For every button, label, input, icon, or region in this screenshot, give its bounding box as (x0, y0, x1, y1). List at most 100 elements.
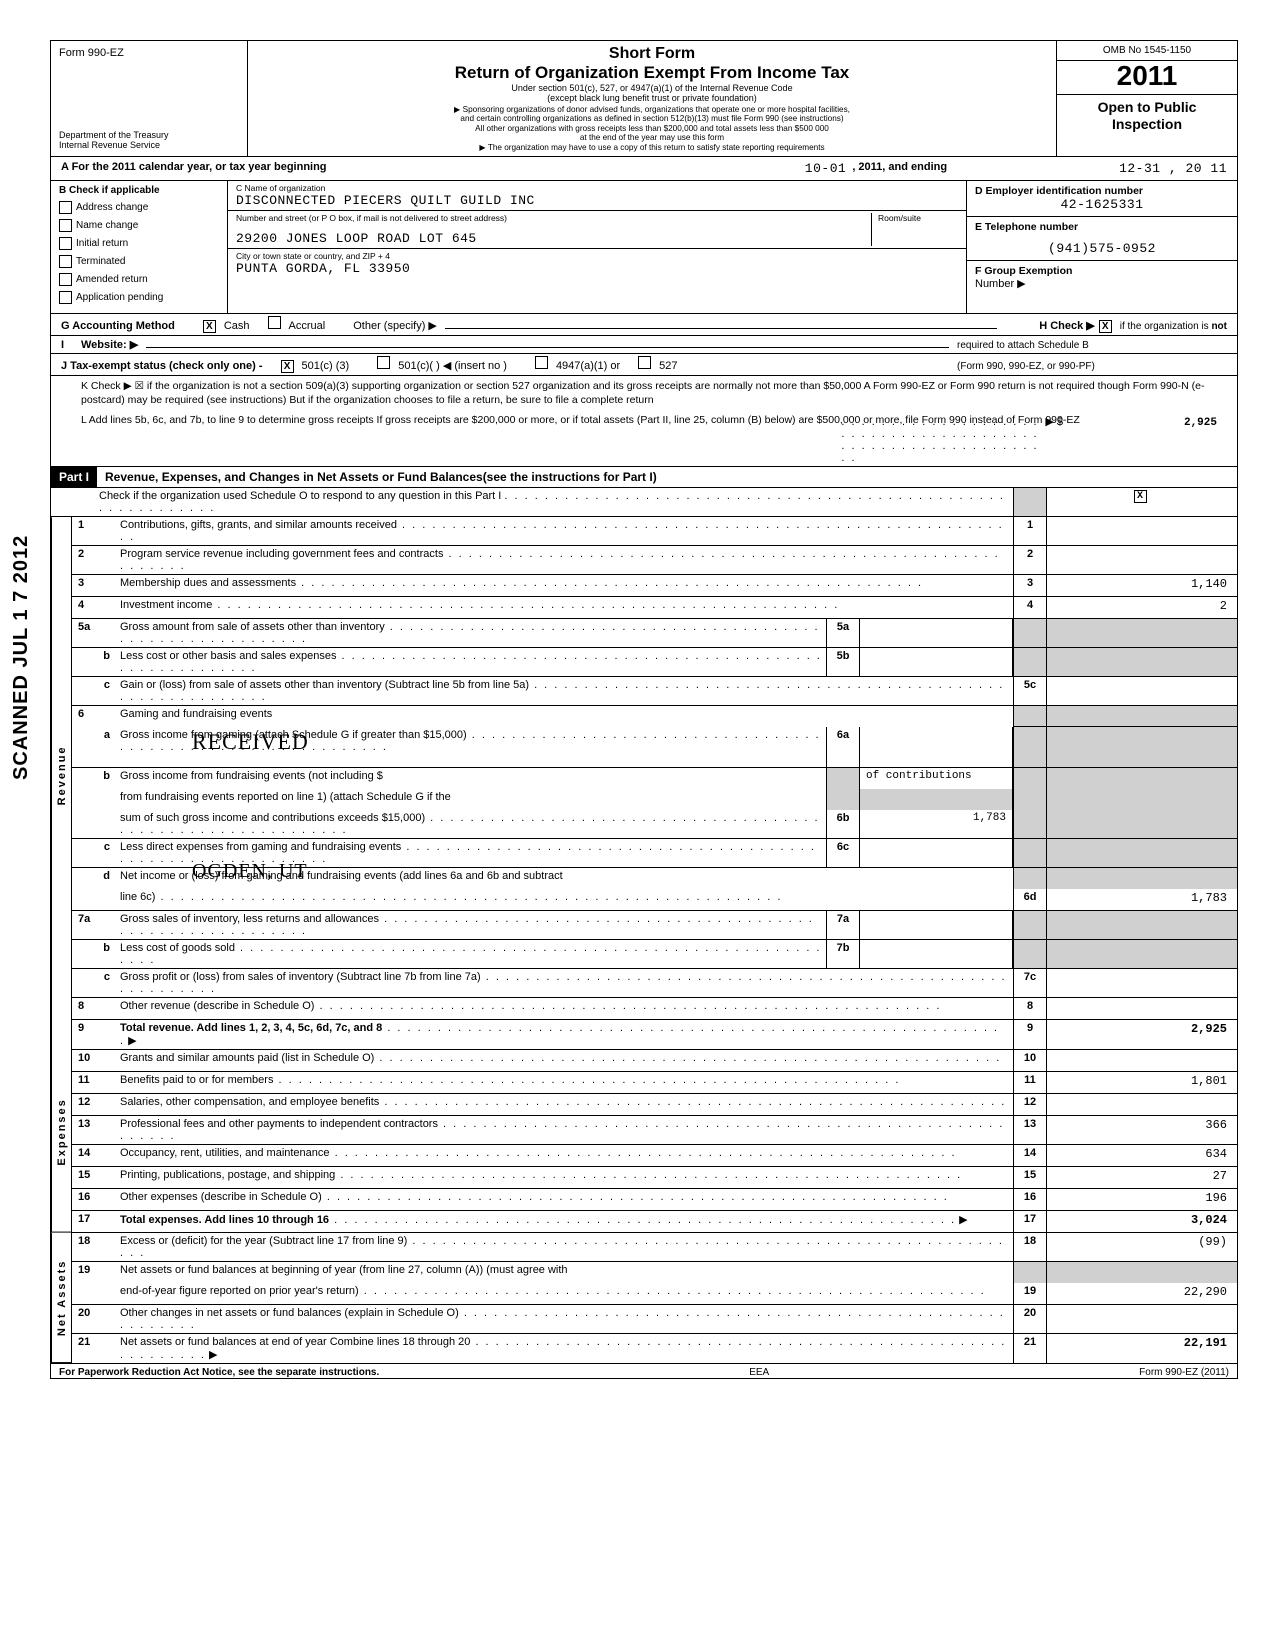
line-8-val (1046, 998, 1237, 1019)
line-6-desc: Gaming and fundraising events (120, 708, 272, 720)
part-1-label: Part I (51, 467, 97, 487)
check-pending[interactable] (59, 291, 72, 304)
line-7b-mini-val (860, 940, 1013, 968)
check-terminated-label: Terminated (76, 256, 125, 267)
line-7a-mini-val (860, 911, 1013, 939)
line-2: 2Program service revenue including gover… (72, 546, 1237, 575)
check-pending-label: Application pending (76, 292, 163, 303)
check-initial-return[interactable] (59, 237, 72, 250)
line-6: 6Gaming and fundraising events (72, 706, 1237, 727)
check-h[interactable] (1099, 320, 1112, 333)
line-19a-desc: Net assets or fund balances at beginning… (120, 1264, 568, 1276)
line-4-desc: Investment income (120, 599, 212, 611)
line-17: 17Total expenses. Add lines 10 through 1… (72, 1211, 1237, 1233)
line-7c: cGross profit or (loss) from sales of in… (72, 969, 1237, 998)
check-527[interactable] (638, 356, 651, 369)
section-a-tax-year: A For the 2011 calendar year, or tax yea… (51, 157, 1237, 181)
header-note-3: All other organizations with gross recei… (254, 124, 1050, 133)
line-9-val: 2,925 (1046, 1020, 1237, 1049)
line-15-num: 15 (1013, 1167, 1046, 1188)
irs: Internal Revenue Service (59, 141, 239, 150)
check-name-change[interactable] (59, 219, 72, 232)
line-13-num: 13 (1013, 1116, 1046, 1144)
501c-label: 501(c)( ) ◀ (insert no ) (398, 359, 507, 372)
line-15: 15 Printing, publications, postage, and s… (72, 1167, 1237, 1189)
line-21: 21Net assets or fund balances at end of … (72, 1334, 1237, 1363)
line-2-val (1046, 546, 1237, 574)
line-19b-desc: end-of-year figure reported on prior yea… (120, 1285, 359, 1297)
line-3-desc: Membership dues and assessments (120, 577, 296, 589)
line-16-val: 196 (1046, 1189, 1237, 1210)
line-19a: 19Net assets or fund balances at beginni… (72, 1262, 1237, 1283)
line-18-desc: Excess or (deficit) for the year (Subtra… (120, 1235, 407, 1247)
line-19-val: 22,290 (1046, 1283, 1237, 1304)
footer-mid: EEA (749, 1367, 769, 1378)
line-6c-mini-num: 6c (826, 839, 860, 867)
line-12: 12Salaries, other compensation, and empl… (72, 1094, 1237, 1116)
line-12-val (1046, 1094, 1237, 1115)
line-5b: bLess cost or other basis and sales expe… (72, 648, 1237, 677)
line-20: 20Other changes in net assets or fund ba… (72, 1305, 1237, 1334)
line-15-desc: Printing, publications, postage, and shi… (120, 1169, 335, 1181)
check-address-change[interactable] (59, 201, 72, 214)
check-accrual[interactable] (268, 316, 281, 329)
line-20-val (1046, 1305, 1237, 1333)
line-3: 3Membership dues and assessments 31,140 (72, 575, 1237, 597)
part-1-title: Revenue, Expenses, and Changes in Net As… (97, 467, 1237, 487)
header-right: OMB No 1545-1150 2011 Open to Public Ins… (1057, 41, 1237, 156)
footer-right: Form 990-EZ (2011) (1139, 1367, 1229, 1378)
line-7a-desc: Gross sales of inventory, less returns a… (120, 913, 379, 925)
line-14: 14Occupancy, rent, utilities, and mainte… (72, 1145, 1237, 1167)
section-c-org: C Name of organization DISCONNECTED PIEC… (228, 181, 967, 313)
line-5a-desc: Gross amount from sale of assets other t… (120, 621, 385, 633)
line-11-num: 11 (1013, 1072, 1046, 1093)
line-1-val (1046, 517, 1237, 545)
check-schedule-o[interactable] (1134, 490, 1147, 503)
line-18-num: 18 (1013, 1233, 1046, 1261)
org-address: 29200 JONES LOOP ROAD LOT 645 (236, 231, 871, 246)
check-501c3[interactable] (281, 360, 294, 373)
section-b-checks: B Check if applicable Address change Nam… (51, 181, 228, 313)
line-18-val: (99) (1046, 1233, 1237, 1261)
line-9-num: 9 (1013, 1020, 1046, 1049)
line-8-desc: Other revenue (describe in Schedule O) (120, 1000, 314, 1012)
line-h-text3: (Form 990, 990-EZ, or 990-PF) (957, 361, 1227, 372)
line-7b: bLess cost of goods sold 7b (72, 940, 1237, 969)
line-7b-desc: Less cost of goods sold (120, 942, 235, 954)
line-j: J Tax-exempt status (check only one) - 5… (51, 354, 1237, 376)
line-6d-val: 1,783 (1046, 889, 1237, 910)
website-label: Website: ▶ (81, 338, 138, 351)
line-6d-1: dNet income or (loss) from gaming and fu… (72, 868, 1237, 889)
part-1-check-row: Check if the organization used Schedule … (51, 488, 1237, 517)
part-1-header: Part I Revenue, Expenses, and Changes in… (51, 466, 1237, 488)
section-a-mid: , 2011, and ending (852, 161, 947, 176)
check-terminated[interactable] (59, 255, 72, 268)
line-6b3-mini-val: 1,783 (860, 810, 1013, 838)
line-5a-mini-val (860, 619, 1013, 647)
line-20-num: 20 (1013, 1305, 1046, 1333)
phone-label: E Telephone number (975, 221, 1229, 233)
line-1: 1Contributions, gifts, grants, and simil… (72, 517, 1237, 546)
form-prefix: Form (59, 47, 85, 59)
check-cash[interactable] (203, 320, 216, 333)
line-7a-mini-num: 7a (826, 911, 860, 939)
short-form-label: Short Form (254, 45, 1050, 63)
line-g-h: G Accounting Method Cash Accrual Other (… (51, 314, 1237, 336)
line-6a-mini-val (860, 727, 1013, 767)
tax-year: 2011 (1057, 61, 1237, 95)
check-501c[interactable] (377, 356, 390, 369)
line-2-desc: Program service revenue including govern… (120, 548, 443, 560)
org-name-label: C Name of organization (236, 183, 958, 193)
line-6c-mini-val (860, 839, 1013, 867)
check-4947[interactable] (535, 356, 548, 369)
line-8-num: 8 (1013, 998, 1046, 1019)
check-address-change-label: Address change (76, 202, 148, 213)
line-10: 10Grants and similar amounts paid (list … (72, 1050, 1237, 1072)
line-9: 9Total revenue. Add lines 1, 2, 3, 4, 5c… (72, 1020, 1237, 1050)
side-net-assets: Net Assets (51, 1233, 72, 1363)
check-amended[interactable] (59, 273, 72, 286)
open-public: Open to Public Inspection (1057, 95, 1237, 156)
line-1-desc: Contributions, gifts, grants, and simila… (120, 519, 397, 531)
check-b-label: B Check if applicable (59, 185, 219, 196)
line-h-text2: required to attach Schedule B (957, 340, 1227, 351)
